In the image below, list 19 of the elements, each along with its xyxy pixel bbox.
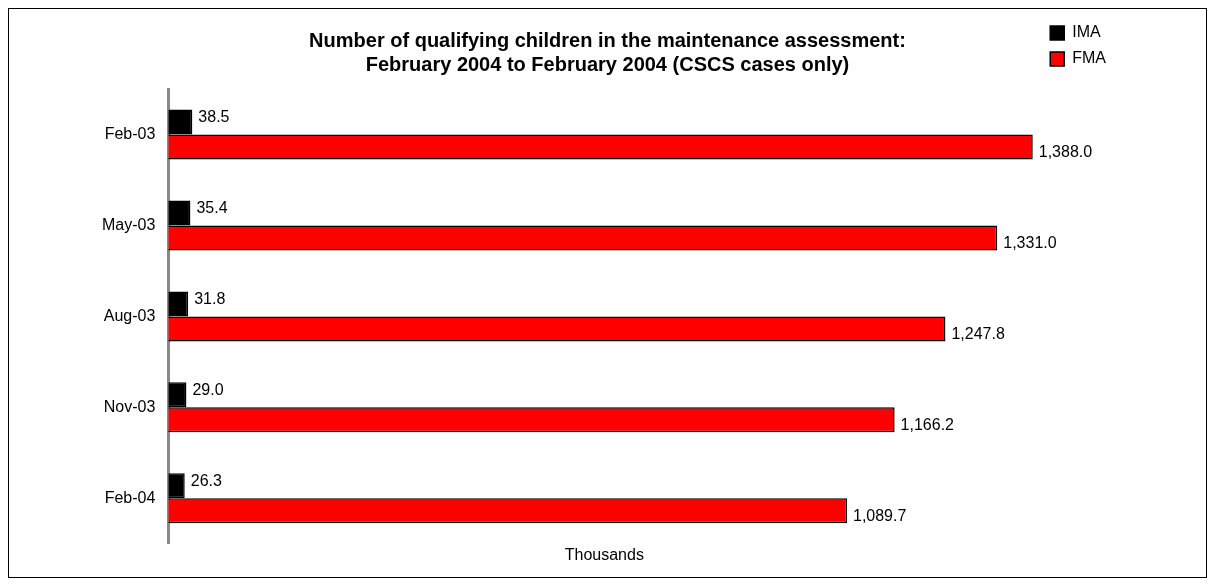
data-label: 38.5	[198, 108, 230, 126]
x-axis-title: Thousands	[564, 545, 644, 563]
data-label: 1,089.7	[852, 507, 907, 525]
y-tick-label: May-03	[101, 215, 156, 233]
legend-label: FMA	[1072, 49, 1107, 67]
y-tick-label: Feb-04	[104, 488, 156, 506]
legend-label: IMA	[1072, 23, 1101, 41]
data-label: 29.0	[192, 381, 224, 399]
y-tick-label: Aug-03	[103, 306, 156, 324]
data-label: 35.4	[196, 199, 228, 217]
y-tick-label: Feb-03	[104, 124, 156, 142]
data-label: 1,331.0	[1003, 234, 1057, 252]
chart-title: Number of qualifying children in the maintenance assessment: February 2004 to February 2004 (CSCS cases only)	[309, 28, 906, 75]
data-label: 26.3	[190, 472, 222, 490]
data-label: 1,388.0	[1038, 143, 1093, 161]
data-label: 31.8	[194, 290, 226, 308]
data-label: 1,166.2	[900, 416, 955, 434]
data-label: 1,247.8	[951, 325, 1005, 343]
y-tick-label: Nov-03	[103, 397, 156, 415]
